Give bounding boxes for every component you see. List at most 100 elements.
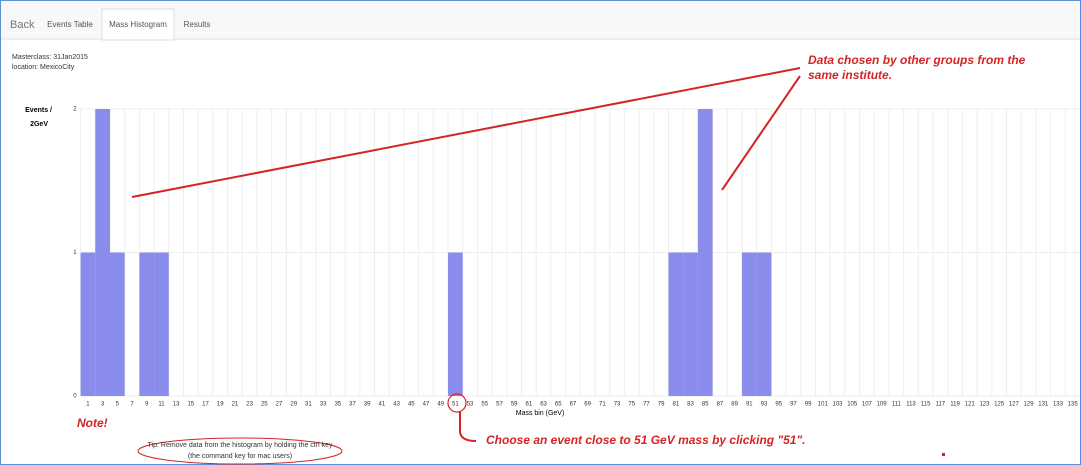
tip: (the command key for mac users) bbox=[188, 453, 292, 460]
x-tick-label[interactable]: 13 bbox=[173, 402, 180, 408]
bar[interactable] bbox=[741, 252, 757, 397]
bar[interactable] bbox=[697, 109, 713, 396]
x-tick-label[interactable]: 79 bbox=[658, 402, 665, 408]
x-tick-label[interactable]: 27 bbox=[276, 402, 283, 408]
x-tick-label[interactable]: 35 bbox=[334, 402, 341, 408]
x-tick-label[interactable]: 41 bbox=[379, 402, 386, 408]
x-tick-label[interactable]: 89 bbox=[731, 402, 738, 408]
x-tick-label[interactable]: 87 bbox=[717, 402, 724, 408]
x-tick-label[interactable]: 53 bbox=[467, 402, 474, 408]
x-tick-label[interactable]: 37 bbox=[349, 402, 356, 408]
x-tick-label[interactable]: 125 bbox=[994, 402, 1005, 408]
x-tick-label[interactable]: 31 bbox=[305, 402, 312, 408]
x-tick-label[interactable]: 101 bbox=[818, 402, 829, 408]
tab[interactable]: Mass Histogram bbox=[109, 20, 167, 29]
tab[interactable]: Results bbox=[184, 20, 211, 29]
x-tick-label[interactable]: 65 bbox=[555, 402, 562, 408]
x-label: Mass bin (GeV) bbox=[516, 410, 565, 417]
nav-bar bbox=[1, 1, 1080, 39]
bar[interactable] bbox=[109, 252, 125, 397]
x-tick-label[interactable]: 15 bbox=[187, 402, 194, 408]
x-tick-label[interactable]: 81 bbox=[672, 402, 679, 408]
x-tick-label[interactable]: 129 bbox=[1024, 402, 1035, 408]
x-tick-label[interactable]: 117 bbox=[936, 402, 946, 408]
x-tick-label[interactable]: 49 bbox=[437, 402, 444, 408]
annotation-lines bbox=[131, 67, 945, 465]
x-tick-label[interactable]: 121 bbox=[965, 402, 976, 408]
x-tick-label[interactable]: 75 bbox=[628, 402, 635, 408]
x-tick-label[interactable]: 29 bbox=[290, 402, 297, 408]
y-label: 2GeV bbox=[30, 121, 48, 128]
x-tick-label[interactable]: 5 bbox=[116, 402, 120, 408]
x-tick-label[interactable]: 11 bbox=[158, 402, 165, 408]
x-tick-label[interactable]: 19 bbox=[217, 402, 224, 408]
y-tick-label: 2 bbox=[73, 107, 77, 113]
x-tick-label[interactable]: 67 bbox=[570, 402, 577, 408]
x-tick-label[interactable]: 115 bbox=[921, 402, 931, 408]
x-tick-label[interactable]: 135 bbox=[1068, 402, 1079, 408]
x-tick-label[interactable]: 97 bbox=[790, 402, 797, 408]
annotation: Note! bbox=[77, 416, 108, 430]
x-tick-label[interactable]: 95 bbox=[775, 402, 782, 408]
x-tick-label[interactable]: 107 bbox=[862, 402, 873, 408]
x-tick-label[interactable]: 21 bbox=[232, 402, 239, 408]
x-tick-label[interactable]: 47 bbox=[423, 402, 430, 408]
x-tick-label[interactable]: 73 bbox=[614, 402, 621, 408]
x-tick-label[interactable]: 85 bbox=[702, 402, 709, 408]
bar[interactable] bbox=[668, 252, 684, 397]
x-tick-label[interactable]: 63 bbox=[540, 402, 547, 408]
x-tick-label[interactable]: 131 bbox=[1038, 402, 1049, 408]
x-tick-label[interactable]: 77 bbox=[643, 402, 650, 408]
x-tick-label[interactable]: 51 bbox=[452, 402, 459, 408]
x-tick-label[interactable]: 7 bbox=[130, 402, 134, 408]
tip: Tip: Remove data from the histogram by h… bbox=[148, 442, 333, 449]
x-tick-label[interactable]: 45 bbox=[408, 402, 415, 408]
x-tick-label[interactable]: 127 bbox=[1009, 402, 1020, 408]
x-tick-label[interactable]: 59 bbox=[511, 402, 518, 408]
x-tick-label[interactable]: 123 bbox=[979, 402, 990, 408]
x-tick-label[interactable]: 61 bbox=[526, 402, 533, 408]
bar[interactable] bbox=[683, 252, 698, 397]
x-tick-label[interactable]: 55 bbox=[481, 402, 488, 408]
tab[interactable]: Events Table bbox=[47, 20, 93, 29]
x-tick-label[interactable]: 133 bbox=[1053, 402, 1064, 408]
bar[interactable] bbox=[95, 109, 110, 396]
tab-active bbox=[101, 8, 175, 41]
x-tick-label[interactable]: 113 bbox=[906, 402, 916, 408]
bar[interactable] bbox=[756, 252, 772, 397]
annotation: Choose an event close to 51 GeV mass by … bbox=[486, 433, 806, 447]
x-tick-label[interactable]: 33 bbox=[320, 402, 327, 408]
x-tick-label[interactable]: 71 bbox=[599, 402, 606, 408]
x-tick-label[interactable]: 57 bbox=[496, 402, 503, 408]
y-tick-label: 0 bbox=[73, 394, 77, 400]
bar[interactable] bbox=[139, 252, 155, 397]
bar[interactable] bbox=[154, 252, 169, 397]
x-tick-label[interactable]: 119 bbox=[950, 402, 960, 408]
x-tick-label[interactable]: 69 bbox=[584, 402, 591, 408]
x-tick-label[interactable]: 25 bbox=[261, 402, 268, 408]
bar[interactable] bbox=[448, 252, 463, 397]
y-tick-label: 1 bbox=[73, 250, 77, 256]
x-tick-label[interactable]: 39 bbox=[364, 402, 371, 408]
x-tick-label[interactable]: 109 bbox=[877, 402, 888, 408]
x-tick-label[interactable]: 83 bbox=[687, 402, 694, 408]
x-tick-label[interactable]: 111 bbox=[892, 402, 902, 408]
x-tick-label[interactable]: 43 bbox=[393, 402, 400, 408]
back-link[interactable]: Back bbox=[10, 19, 35, 31]
x-tick-label[interactable]: 23 bbox=[246, 402, 253, 408]
bar[interactable] bbox=[80, 252, 96, 397]
annotation: Data chosen by other groups from the bbox=[808, 53, 1026, 67]
x-tick-label[interactable]: 91 bbox=[746, 402, 753, 408]
location: location: MexicoCity bbox=[12, 64, 75, 71]
x-tick-label[interactable]: 99 bbox=[805, 402, 812, 408]
masterclass: Masterclass: 31Jan2015 bbox=[12, 54, 88, 61]
x-tick-label[interactable]: 1 bbox=[86, 402, 90, 408]
x-tick-label[interactable]: 103 bbox=[832, 402, 843, 408]
x-tick-label[interactable]: 17 bbox=[202, 402, 209, 408]
x-tick-label[interactable]: 3 bbox=[101, 402, 105, 408]
x-tick-label[interactable]: 9 bbox=[145, 402, 149, 408]
x-tick-label[interactable]: 105 bbox=[847, 402, 858, 408]
x-tick-label[interactable]: 93 bbox=[761, 402, 768, 408]
